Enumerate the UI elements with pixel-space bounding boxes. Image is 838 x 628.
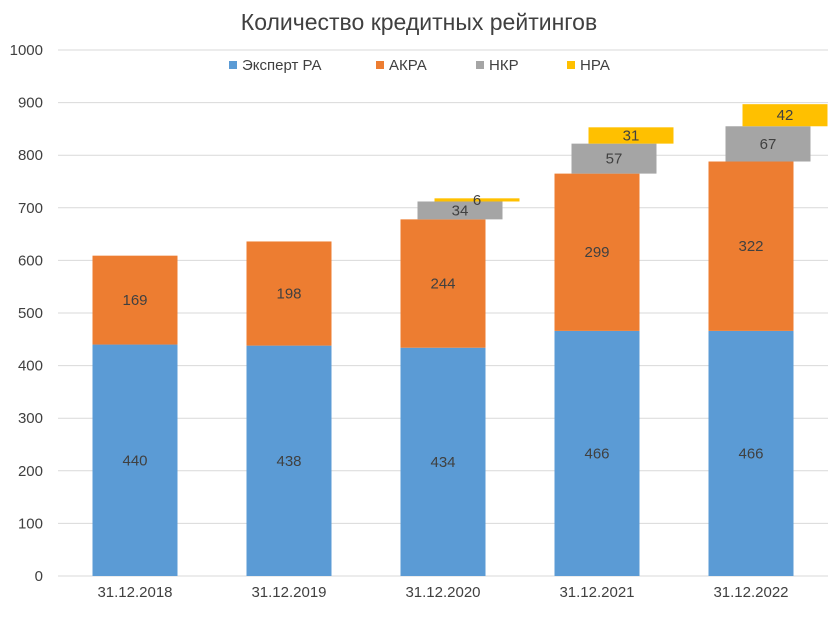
x-tick-label: 31.12.2018: [97, 584, 172, 601]
bar-segment: [92, 344, 178, 576]
data-label: 438: [276, 453, 301, 470]
data-label: 34: [452, 202, 469, 219]
y-tick-label: 0: [35, 568, 43, 585]
y-tick-label: 900: [18, 95, 43, 112]
y-tick-label: 500: [18, 305, 43, 322]
y-tick-label: 200: [18, 463, 43, 480]
y-tick-label: 1000: [10, 42, 43, 59]
data-label: 6: [473, 192, 481, 209]
chart-title: Количество кредитных рейтингов: [241, 9, 597, 35]
legend-label: НРА: [580, 57, 610, 74]
legend-label: Эксперт РА: [242, 57, 322, 74]
data-label: 31: [623, 127, 640, 144]
x-axis: 31.12.2018 31.12.2019 31.12.2020 31.12.2021…: [97, 584, 788, 601]
legend-swatch: [229, 61, 237, 69]
bar-segment: [246, 345, 332, 576]
bar-segment: [708, 330, 794, 576]
legend: Эксперт РА АКРА НКР НРА: [229, 57, 610, 74]
bar-segment: [571, 143, 657, 174]
bar-segment: [92, 255, 178, 345]
data-label: 434: [430, 454, 455, 471]
bar-segment: [246, 241, 332, 346]
data-label: 440: [122, 452, 147, 469]
y-tick-label: 600: [18, 252, 43, 269]
x-tick-label: 31.12.2019: [251, 584, 326, 601]
y-tick-label: 100: [18, 515, 43, 532]
data-label: 299: [584, 244, 609, 261]
x-tick-label: 31.12.2020: [405, 584, 480, 601]
data-label: 322: [738, 238, 763, 255]
y-tick-label: 800: [18, 147, 43, 164]
legend-label: НКР: [489, 57, 519, 74]
y-tick-label: 400: [18, 358, 43, 375]
bars: [92, 104, 828, 576]
data-label: 169: [122, 292, 147, 309]
bar-segment: [400, 219, 486, 348]
legend-swatch: [476, 61, 484, 69]
legend-label: АКРА: [389, 57, 427, 74]
data-label: 57: [606, 151, 623, 168]
data-label: 42: [777, 107, 794, 124]
y-tick-label: 300: [18, 410, 43, 427]
bar-segment: [554, 173, 640, 331]
y-tick-label: 700: [18, 200, 43, 217]
bar-segment: [554, 330, 640, 576]
x-tick-label: 31.12.2021: [559, 584, 634, 601]
x-tick-label: 31.12.2022: [713, 584, 788, 601]
legend-swatch: [567, 61, 575, 69]
y-axis: 0 100 200 300 400 500 600 700 800 900 1000: [10, 42, 43, 585]
legend-swatch: [376, 61, 384, 69]
data-label: 198: [276, 286, 301, 303]
bar-segment: [588, 127, 674, 144]
data-label: 67: [760, 136, 777, 153]
data-label: 244: [430, 276, 455, 293]
data-label: 466: [584, 445, 609, 462]
bar-segment: [708, 161, 794, 331]
bar-segment: [434, 198, 520, 202]
bar-segment: [742, 104, 828, 127]
bar-segment: [725, 126, 811, 162]
bar-segment: [400, 347, 486, 576]
bar-segment: [417, 201, 503, 220]
data-label: 466: [738, 445, 763, 462]
